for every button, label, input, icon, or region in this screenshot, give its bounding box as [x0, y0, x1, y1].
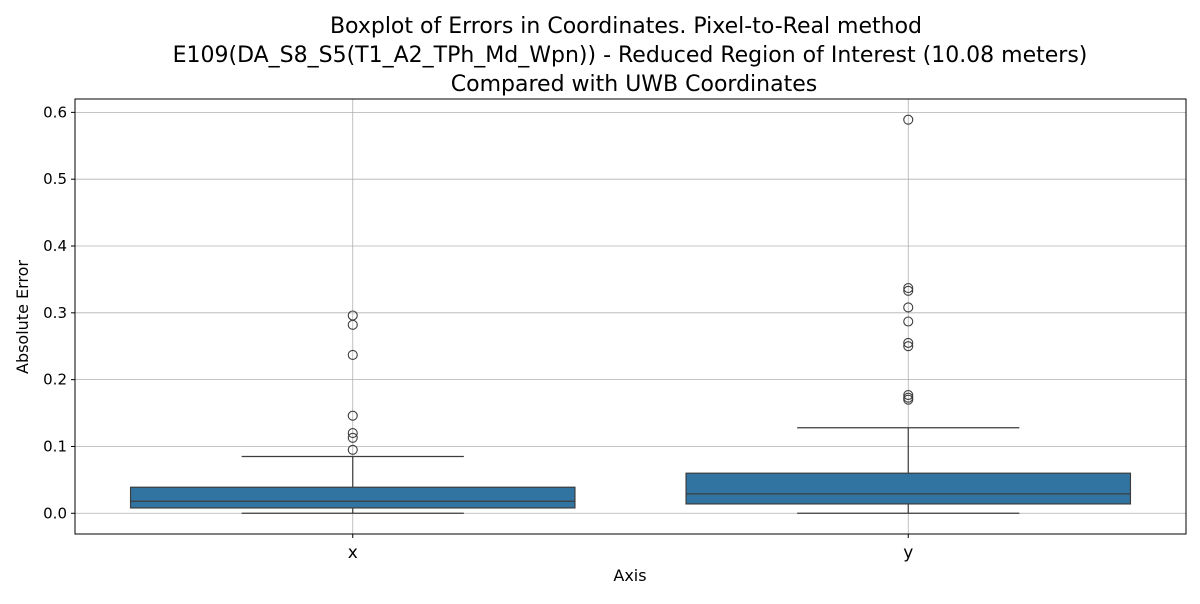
plot-frame	[74, 98, 1187, 535]
iqr-box	[685, 472, 1132, 505]
chart-title-line-1: Boxplot of Errors in Coordinates. Pixel-…	[330, 14, 922, 39]
x-axis-label: Axis	[613, 566, 646, 585]
outlier-point	[903, 114, 914, 125]
outlier-point	[903, 392, 914, 403]
y-tick-label: 0.0	[43, 504, 67, 522]
outlier-point	[903, 285, 914, 296]
outlier-point	[903, 389, 914, 401]
chart-title: Boxplot of Errors in Coordinates. Pixel-…	[173, 14, 1088, 97]
box-group-y	[685, 114, 1132, 514]
y-tick-label: 0.6	[43, 103, 67, 121]
y-tick-label: 0.2	[43, 371, 67, 389]
outlier-point	[903, 341, 914, 352]
outlier-point	[347, 428, 358, 439]
outlier-point	[347, 349, 358, 360]
chart-title-line-2: E109(DA_S8_S5(T1_A2_TPh_Md_Wpn)) - Reduc…	[173, 43, 1088, 68]
y-axis-label: Absolute Error	[13, 260, 32, 374]
outlier-point	[347, 410, 358, 421]
y-tick-label: 0.4	[43, 237, 67, 255]
outlier-point	[903, 302, 914, 313]
y-tick-label: 0.5	[43, 170, 67, 188]
outlier-point	[347, 310, 358, 321]
outlier-point	[903, 337, 914, 348]
outlier-point	[347, 432, 358, 443]
outlier-point	[903, 283, 914, 294]
chart-title-line-3: Compared with UWB Coordinates	[451, 72, 817, 97]
outlier-point	[903, 316, 914, 327]
x-tick-label: x	[348, 543, 358, 563]
grid-lines	[75, 99, 1186, 534]
y-tick-label: 0.3	[43, 304, 67, 322]
x-tick-label: y	[903, 543, 913, 563]
iqr-box	[129, 486, 576, 509]
box-group-x	[129, 310, 576, 514]
outlier-point	[347, 444, 358, 455]
y-axis-ticks: 0.0 0.1 0.2 0.3 0.4 0.5 0.6	[43, 103, 75, 522]
boxes	[129, 114, 1132, 514]
y-tick-label: 0.1	[43, 437, 67, 455]
